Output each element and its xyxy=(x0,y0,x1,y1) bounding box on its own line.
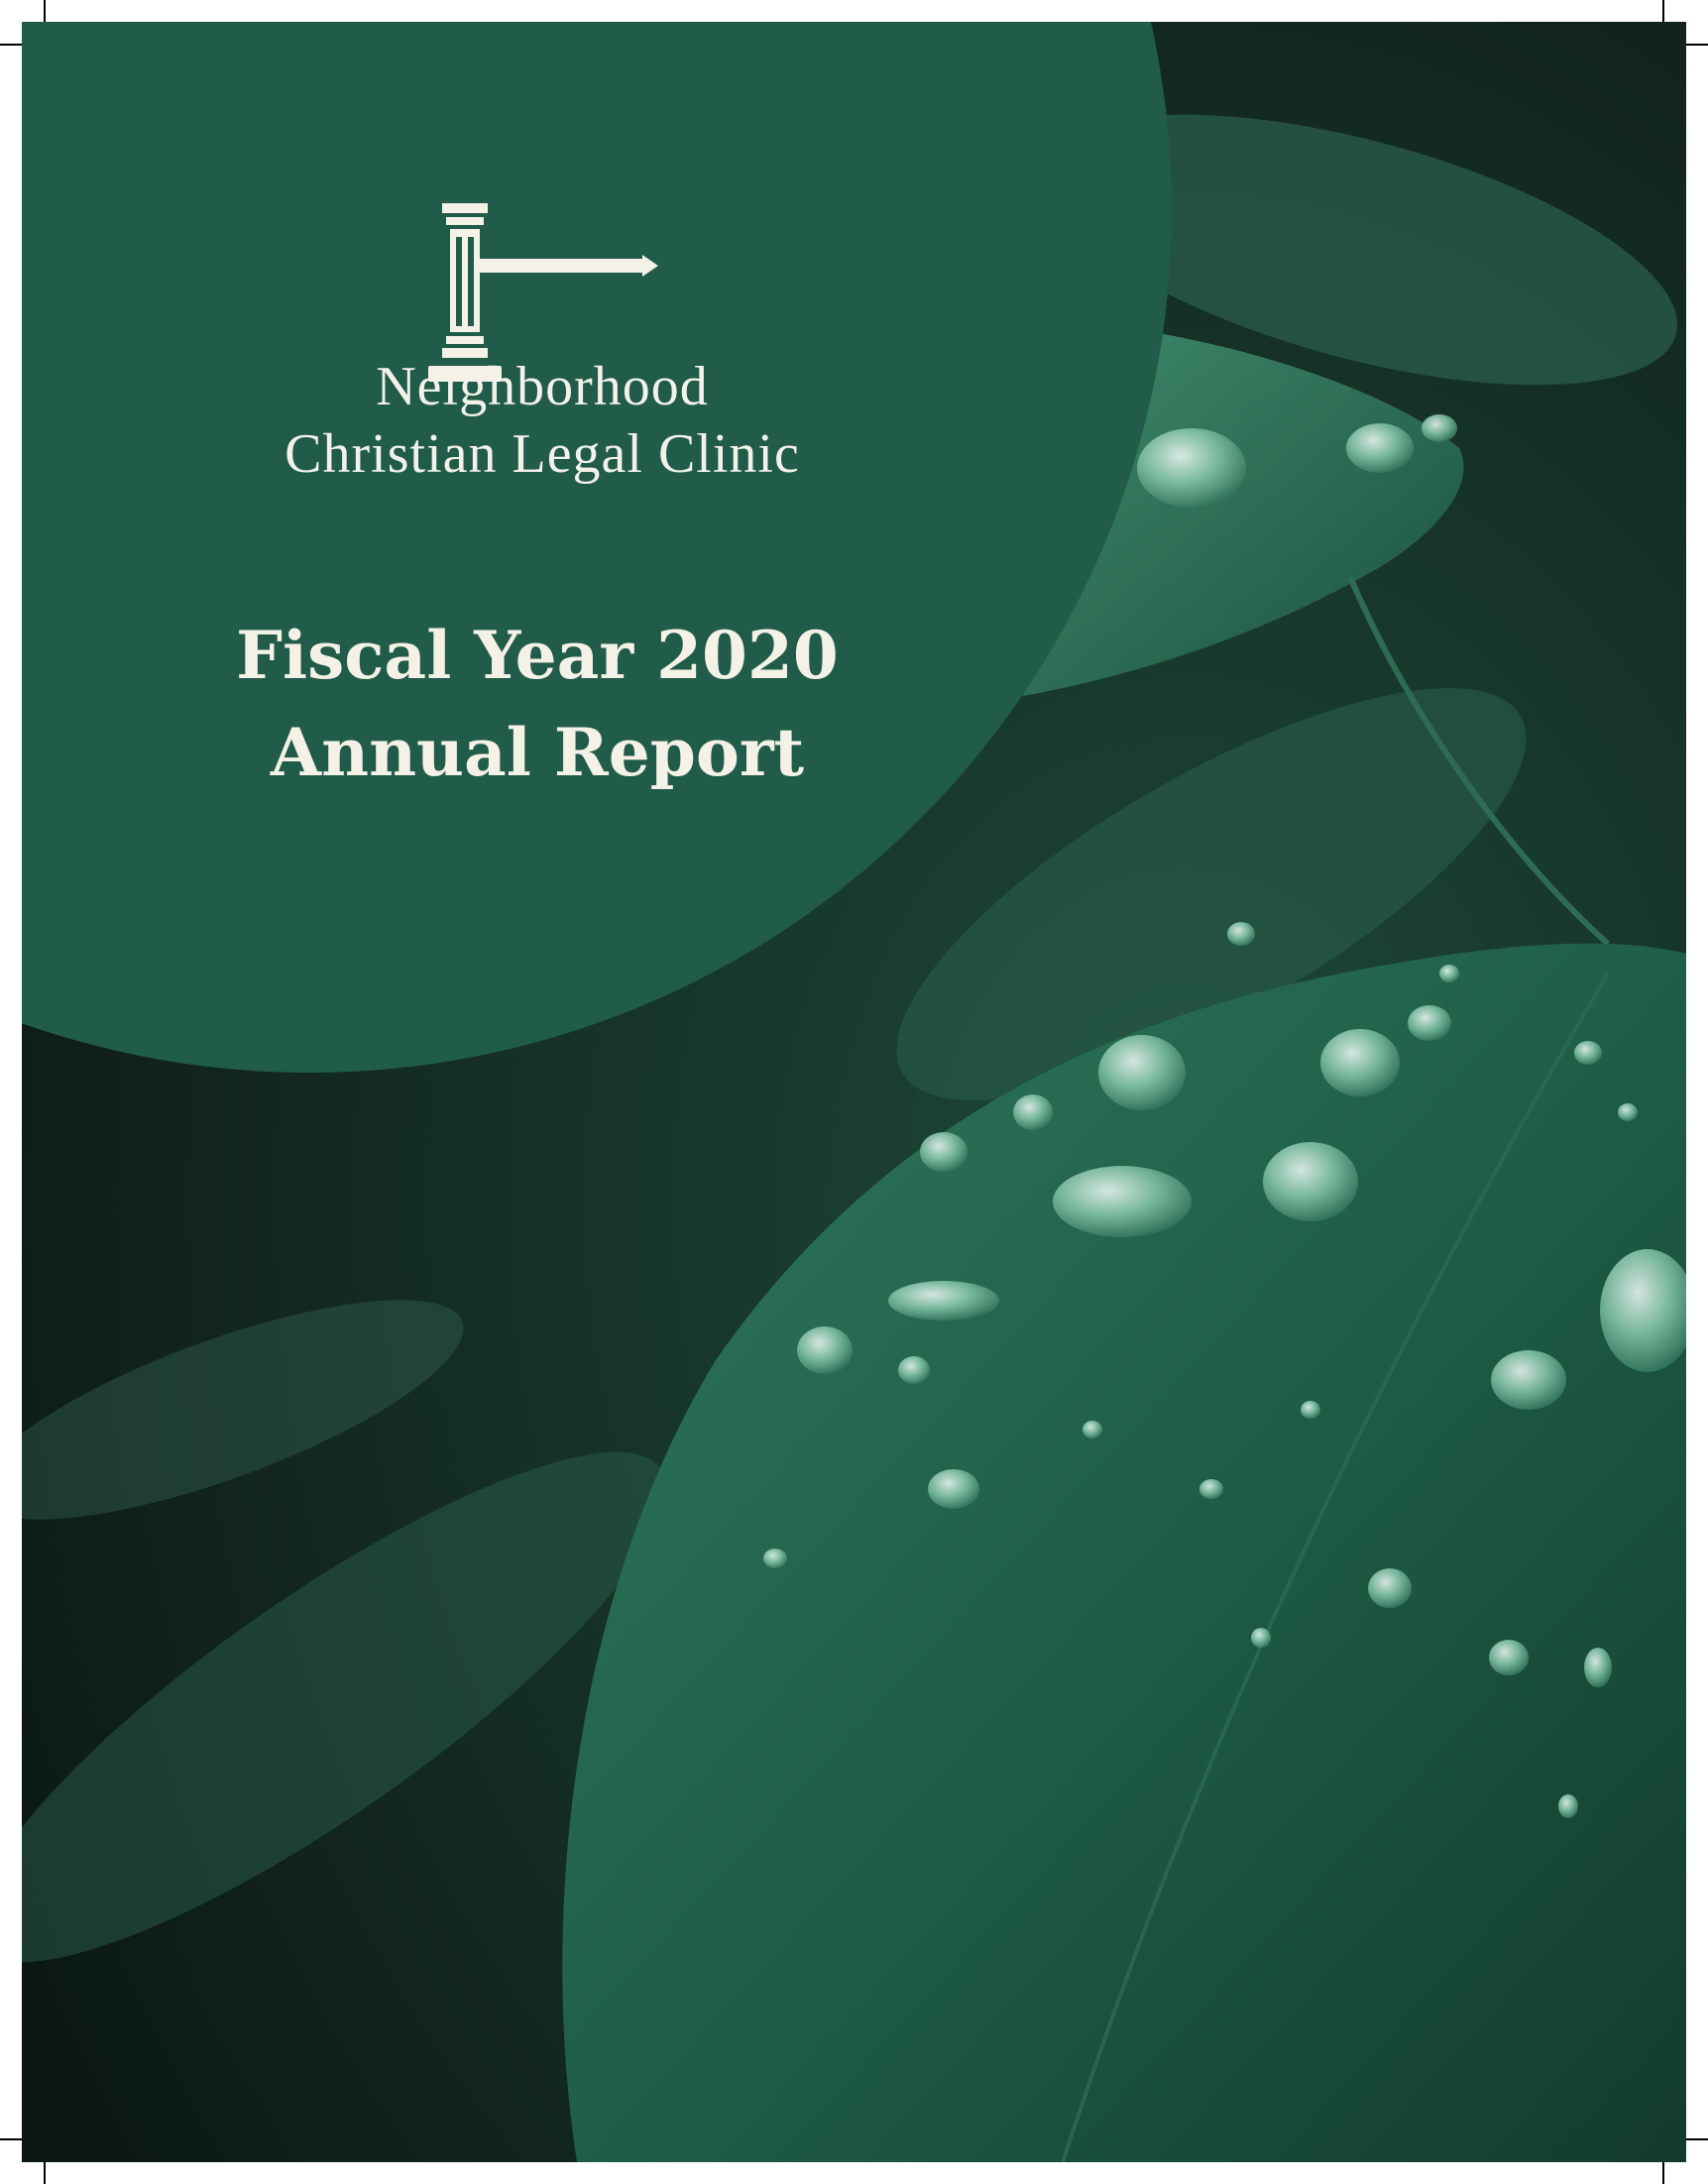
crop-mark xyxy=(0,44,22,46)
crop-mark xyxy=(1662,2162,1664,2184)
crop-mark xyxy=(1686,44,1708,46)
org-name-line2: Christian Legal Clinic xyxy=(285,423,800,485)
gavel-icon xyxy=(428,203,658,382)
report-title-line2: Annual Report xyxy=(270,714,805,791)
crop-mark xyxy=(44,2162,46,2184)
crop-mark xyxy=(44,0,46,22)
cover-page: Neighborhood Christian Legal Clinic Fisc… xyxy=(22,22,1686,2162)
crop-mark xyxy=(0,2138,22,2140)
crop-mark xyxy=(1662,0,1664,22)
crop-mark xyxy=(1686,2138,1708,2140)
org-name-line1: Neighborhood xyxy=(376,356,709,417)
report-title-line1: Fiscal Year 2020 xyxy=(236,617,839,694)
